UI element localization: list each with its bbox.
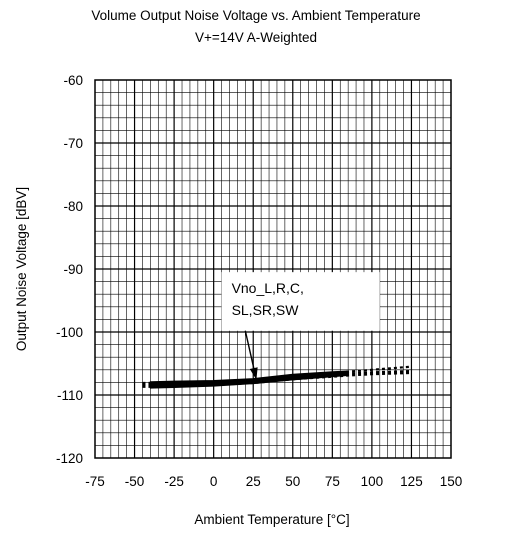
y-tick-label: -120: [56, 451, 83, 466]
annotation-arrow-head: [249, 367, 258, 380]
annotation-background: [221, 272, 380, 331]
annotation: Vno_L,R,C, SL,SR,SW: [221, 272, 380, 381]
y-tick-label: -60: [63, 73, 83, 88]
x-tick-label: 0: [210, 474, 218, 489]
chart-title: Volume Output Noise Voltage vs. Ambient …: [91, 8, 420, 23]
tick-labels: -75 -50 -25 0 25 50 75 100 125 150 -60 -70 -80 -90 -10…: [56, 73, 462, 489]
x-tick-label: 50: [285, 474, 300, 489]
plot-frame: [94, 79, 452, 459]
series-line: [142, 371, 412, 388]
x-tick-label: 125: [400, 474, 423, 489]
chart-subtitle: V+=14V A-Weighted: [195, 30, 317, 45]
x-axis-label: Ambient Temperature [°C]: [194, 512, 349, 527]
series-layer: [142, 365, 412, 388]
series-line: [142, 369, 412, 387]
y-tick-label: -110: [57, 388, 83, 403]
x-tick-label: 100: [361, 474, 384, 489]
x-tick-label: -75: [85, 474, 105, 489]
x-tick-label: -50: [125, 474, 145, 489]
annotation-text: Vno_L,R,C,: [232, 280, 304, 296]
y-axis-label: Output Noise Voltage [dBV]: [14, 187, 29, 351]
x-tick-label: 75: [325, 474, 340, 489]
y-tick-label: -90: [63, 262, 83, 277]
x-tick-label: -25: [164, 474, 184, 489]
annotation-text: SL,SR,SW: [232, 302, 300, 318]
series-line: [142, 365, 412, 385]
x-tick-label: 25: [246, 474, 261, 489]
grid: [95, 80, 451, 458]
x-tick-label: 150: [440, 474, 463, 489]
y-tick-label: -80: [63, 199, 83, 214]
y-tick-label: -70: [63, 136, 83, 151]
y-tick-label: -100: [56, 325, 83, 340]
